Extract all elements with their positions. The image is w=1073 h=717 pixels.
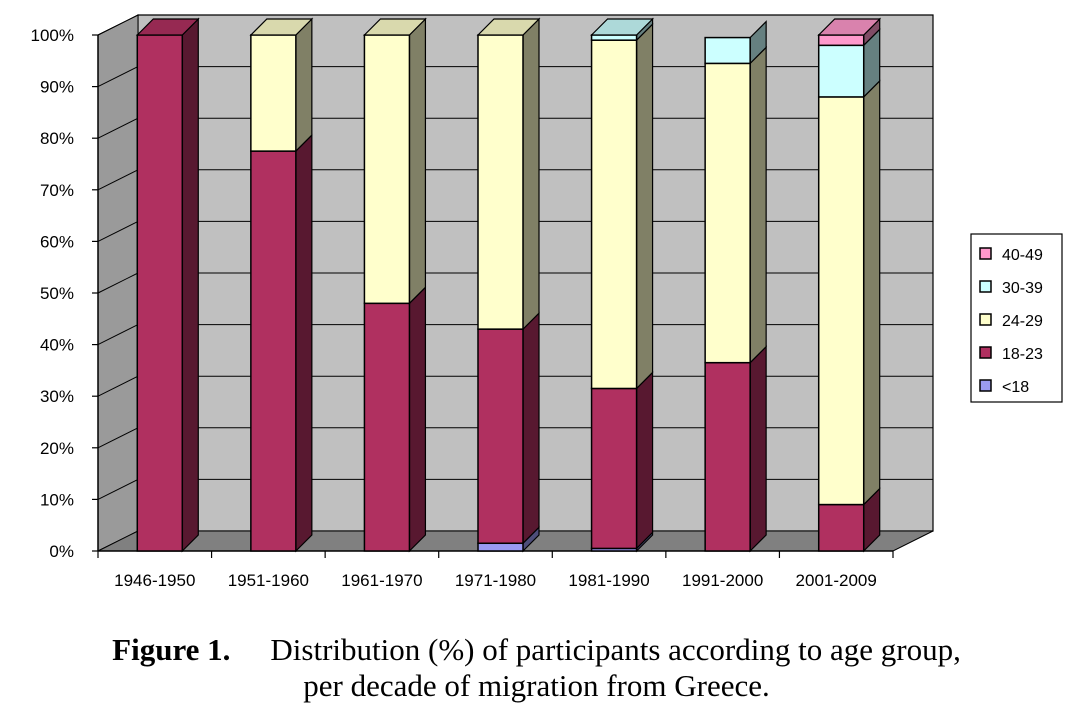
bar-stack-1961-1970 xyxy=(362,17,427,553)
gridline-side xyxy=(97,117,139,139)
bar-1946-1950-18-23-top xyxy=(135,18,200,36)
bar-1991-2000-30-39 xyxy=(704,36,751,65)
y-tick-label: 10% xyxy=(40,490,74,509)
bar-1981-1990-24-29-side xyxy=(635,22,654,390)
bar-1961-1970-24-29-top xyxy=(362,18,427,36)
bar-2001-2009-24-29 xyxy=(817,96,865,506)
bar-1961-1970-18-23 xyxy=(363,302,411,552)
gridline-side xyxy=(97,14,139,36)
y-tick-label: 20% xyxy=(40,439,74,458)
legend-swatch-24-29 xyxy=(979,313,992,326)
x-axis-tick-labels: 1946-1950 1951-1960 1961-1970 1971-1980 1981… xyxy=(114,571,877,590)
x-tick-label: 1971-1980 xyxy=(455,571,536,590)
gridline-side xyxy=(97,169,139,191)
x-tick-label: 1961-1970 xyxy=(341,571,422,590)
y-tick-label: 90% xyxy=(40,78,74,97)
bar-1971-1980-24-29-top xyxy=(476,18,541,36)
bar-1991-2000-18-23-side xyxy=(749,345,767,553)
bar-1961-1970-24-29-side xyxy=(408,17,427,305)
gridline-side xyxy=(97,324,139,346)
caption-text-1: Distribution (%) of participants accordi… xyxy=(270,632,961,667)
y-tick-label: 70% xyxy=(40,181,74,200)
bar-1961-1970-18-23-side xyxy=(408,285,427,553)
y-tick-label: 0% xyxy=(49,542,74,561)
gridline-side xyxy=(97,375,139,397)
y-tick-label: 50% xyxy=(40,284,74,303)
x-tick-label: 1946-1950 xyxy=(114,571,195,590)
legend-swatch-18-23 xyxy=(979,346,992,359)
bar-stack-1946-1950 xyxy=(135,17,200,553)
caption-line-2: per decade of migration from Greece. xyxy=(303,668,770,703)
bar-1961-1970-24-29 xyxy=(363,34,411,305)
figure-caption: Figure 1. Distribution (%) of participant… xyxy=(0,632,1073,704)
legend-label-24-29: 24-29 xyxy=(1002,313,1043,330)
bar-1946-1950-18-23 xyxy=(136,34,184,552)
legend-label-40-49: 40-49 xyxy=(1002,247,1043,264)
bar-2001-2009-30-39 xyxy=(817,44,865,98)
bar-1951-1960-24-29-top xyxy=(249,18,314,36)
bar-1971-1980-18-23 xyxy=(477,328,524,545)
bar-stack-1981-1990 xyxy=(590,17,655,553)
legend-label-30-39: 30-39 xyxy=(1002,280,1043,297)
bar-stack-1951-1960 xyxy=(249,17,314,553)
bar-2001-2009-24-29-side xyxy=(863,79,881,507)
bar-1971-1980-under-18 xyxy=(477,542,524,552)
bar-1951-1960-24-29 xyxy=(250,34,297,152)
stacked-bar-chart: 0% 10% 20% 30% 40% 50% 60% 70% 80% 90% 100% 1946-1… xyxy=(31,14,1063,590)
bar-1971-1980-18-23-side xyxy=(522,311,540,545)
x-tick-label: 1951-1960 xyxy=(228,571,309,590)
gridline-side xyxy=(97,272,139,294)
bar-1971-1980-24-29-side xyxy=(522,17,540,331)
bar-1981-1990-18-23 xyxy=(590,387,638,550)
y-tick-label: 40% xyxy=(40,336,74,355)
bar-1981-1990-30-39 xyxy=(590,34,638,41)
bar-stack-1991-2000 xyxy=(704,20,767,553)
y-tick-label: 80% xyxy=(40,129,74,148)
bar-1951-1960-24-29-side xyxy=(295,17,313,153)
bar-1946-1950-18-23-side xyxy=(181,17,199,553)
caption-line-1: Figure 1. Distribution (%) of participant… xyxy=(0,632,1073,668)
bars xyxy=(135,17,882,553)
gridline-side xyxy=(97,220,139,242)
y-axis-tick-labels: 0% 10% 20% 30% 40% 50% 60% 70% 80% 90% 100% xyxy=(31,26,74,561)
bar-1981-1990-24-29 xyxy=(590,39,638,390)
x-tick-label: 1981-1990 xyxy=(568,571,649,590)
gridline-side xyxy=(97,66,139,88)
bar-1971-1980-24-29 xyxy=(477,34,524,330)
x-tick-label: 2001-2009 xyxy=(796,571,877,590)
bar-2001-2009-40-49 xyxy=(817,34,865,47)
gridline-side xyxy=(97,427,139,449)
bar-1981-1990-30-39-top xyxy=(590,18,655,36)
bar-1991-2000-18-23 xyxy=(704,361,751,552)
legend-swatch-30-39 xyxy=(979,280,992,293)
y-tick-label: 100% xyxy=(31,26,74,45)
y-tick-label: 30% xyxy=(40,387,74,406)
caption-label: Figure 1. xyxy=(112,632,231,667)
bar-2001-2009-40-49-top xyxy=(817,18,882,36)
legend-swatch-under-18 xyxy=(979,379,992,392)
bar-stack-1971-1980 xyxy=(476,17,541,553)
legend-label-18-23: 18-23 xyxy=(1002,346,1043,363)
bar-1991-2000-24-29-side xyxy=(749,45,767,365)
bar-1951-1960-18-23-side xyxy=(295,133,313,553)
bar-1991-2000-24-29 xyxy=(704,62,751,364)
bar-1981-1990-18-23-side xyxy=(635,371,654,550)
bar-stack-2001-2009 xyxy=(817,17,882,553)
x-tick-label: 1991-2000 xyxy=(682,571,763,590)
gridline-side xyxy=(97,478,139,500)
legend: 40-49 30-39 24-29 18-23 <18 xyxy=(970,233,1063,403)
legend-label-under-18: <18 xyxy=(1002,379,1029,396)
y-tick-label: 60% xyxy=(40,232,74,251)
bar-1951-1960-18-23 xyxy=(250,150,297,552)
bar-2001-2009-18-23 xyxy=(817,503,865,552)
legend-swatch-40-49 xyxy=(979,247,992,260)
